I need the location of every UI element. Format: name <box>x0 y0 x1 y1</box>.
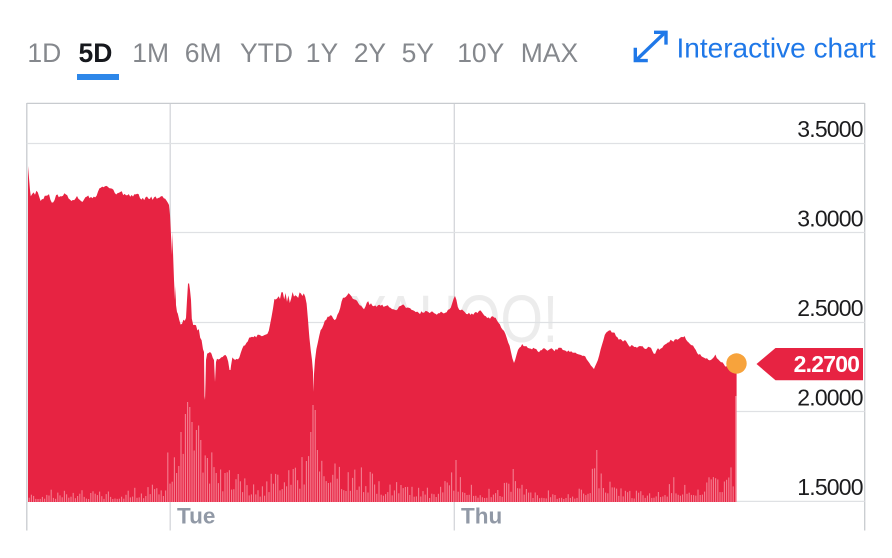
svg-text:5Y: 5Y <box>402 38 435 68</box>
svg-text:1D: 1D <box>27 38 61 68</box>
svg-text:3.0000: 3.0000 <box>797 206 863 232</box>
svg-text:YTD: YTD <box>240 38 293 68</box>
svg-text:5D: 5D <box>79 38 113 68</box>
svg-text:2.5000: 2.5000 <box>797 295 863 321</box>
svg-text:2.2700: 2.2700 <box>794 351 860 377</box>
svg-text:Thu: Thu <box>461 504 502 529</box>
svg-text:10Y: 10Y <box>457 38 504 68</box>
svg-text:3.5000: 3.5000 <box>797 116 863 142</box>
svg-text:1Y: 1Y <box>306 38 339 68</box>
svg-text:6M: 6M <box>185 38 222 68</box>
svg-text:Interactive chart: Interactive chart <box>677 33 876 64</box>
svg-text:2Y: 2Y <box>354 38 387 68</box>
svg-text:1M: 1M <box>132 38 169 68</box>
svg-text:MAX: MAX <box>521 38 579 68</box>
svg-text:Tue: Tue <box>177 504 215 529</box>
svg-text:2.0000: 2.0000 <box>797 385 863 411</box>
svg-text:1.5000: 1.5000 <box>797 474 863 500</box>
